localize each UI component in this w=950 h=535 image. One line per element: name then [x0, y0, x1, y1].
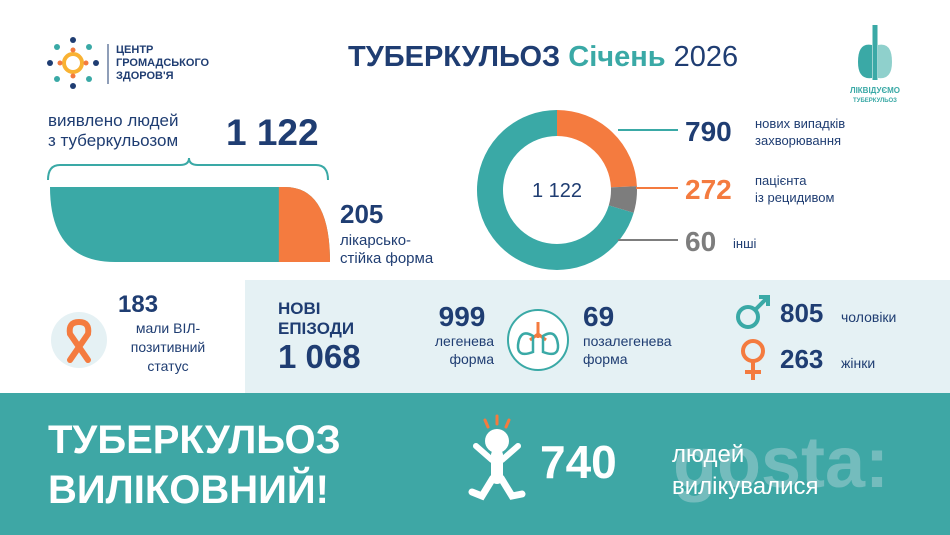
- extrapulmonary-value: 69: [583, 301, 614, 332]
- male-value: 805: [780, 298, 823, 328]
- segment-value: 790: [685, 116, 732, 147]
- resistant-value: 205: [340, 199, 383, 229]
- episodes-label: ЕПІЗОДИ: [278, 319, 354, 338]
- episodes-total: 1 068: [278, 338, 361, 375]
- org-name: ЦЕНТР: [116, 44, 153, 56]
- donut-segment: [556, 110, 637, 188]
- watermark: gosta:: [673, 423, 889, 503]
- donut-segment: [608, 186, 637, 213]
- pulmonary-value: 999: [439, 301, 486, 332]
- male-label: чоловіки: [841, 309, 896, 325]
- child-icon: [468, 414, 526, 501]
- detected-total: 1 122: [226, 112, 319, 153]
- footer-band: [0, 393, 950, 535]
- extrapulmonary-label: позалегенева: [583, 333, 672, 349]
- male-icon: [736, 295, 770, 329]
- badge-text: ТУБЕРКУЛЬОЗ: [853, 98, 897, 104]
- segment-label: захворювання: [755, 133, 841, 148]
- org-name: ГРОМАДСЬКОГО: [116, 57, 210, 69]
- title-month: Січень: [568, 41, 665, 73]
- donut-center: 1 122: [532, 180, 582, 202]
- female-label: жінки: [841, 355, 875, 371]
- female-icon: [741, 339, 765, 380]
- pulmonary-label: легенева: [435, 333, 494, 349]
- hiv-label: статус: [147, 358, 188, 374]
- segment-label: нових випадків: [755, 116, 845, 131]
- segment-label: із рецидивом: [755, 190, 834, 205]
- hiv-label: позитивний: [131, 339, 206, 355]
- episodes-label: НОВІ: [278, 299, 321, 318]
- cured-label: людей: [672, 441, 744, 468]
- brace: [47, 157, 329, 181]
- donut: [477, 110, 637, 270]
- segment-value: 60: [685, 226, 716, 257]
- cured-label: вилікувалися: [672, 473, 819, 500]
- ribbon-icon: [51, 312, 107, 368]
- donut-segment: [477, 110, 634, 270]
- title-year: 2026: [674, 41, 739, 73]
- detected-label: виявлено людей: [48, 111, 178, 130]
- badge-logo: [858, 25, 892, 80]
- cured-value: 740: [540, 436, 617, 488]
- resistant-label: лікарсько-: [340, 232, 411, 249]
- female-value: 263: [780, 344, 823, 374]
- detected-label: з туберкульозом: [48, 131, 178, 150]
- hiv-value: 183: [118, 291, 158, 318]
- bar-group: [50, 187, 330, 262]
- lungs-icon: [507, 309, 569, 371]
- extrapulmonary-label: форма: [583, 351, 628, 367]
- slogan: ВИЛІКОВНИЙ!: [48, 466, 329, 512]
- badge-text: ЛІКВІДУЄМО: [850, 86, 900, 95]
- org-name: ЗДОРОВ'Я: [116, 70, 174, 82]
- pulmonary-label: форма: [449, 351, 494, 367]
- resistant-label: стійка форма: [340, 250, 434, 267]
- segment-label: інші: [733, 236, 756, 251]
- segment-label: пацієнта: [755, 173, 807, 188]
- hiv-label: мали ВІЛ-: [136, 320, 201, 336]
- title-topic: ТУБЕРКУЛЬОЗ: [348, 41, 560, 73]
- segment-value: 272: [685, 174, 732, 205]
- slogan: ТУБЕРКУЛЬОЗ: [48, 418, 341, 462]
- title: ТУБЕРКУЛЬОЗ Січень 2026: [348, 41, 738, 73]
- band: [245, 280, 950, 393]
- org-logo: [47, 37, 99, 89]
